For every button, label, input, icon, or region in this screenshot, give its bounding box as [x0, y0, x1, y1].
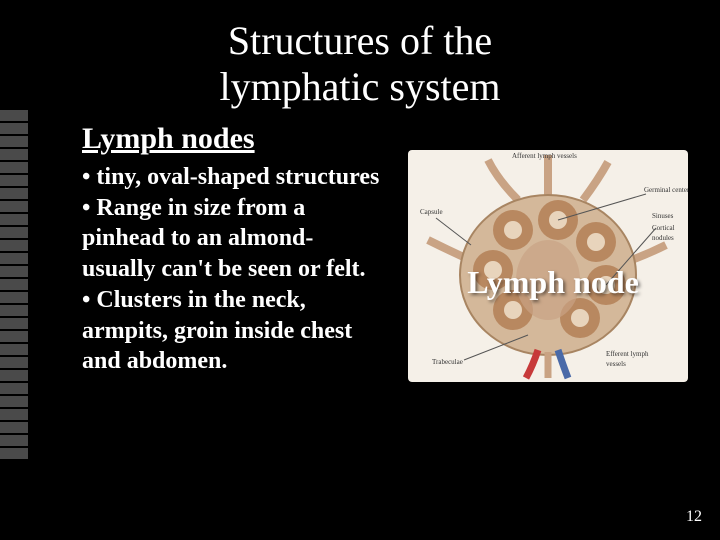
tick — [0, 110, 28, 121]
tick — [0, 188, 28, 199]
tick — [0, 318, 28, 329]
svg-text:Afferent lymph vessels: Afferent lymph vessels — [512, 152, 577, 160]
tick — [0, 162, 28, 173]
svg-text:Germinal center: Germinal center — [644, 186, 688, 194]
tick — [0, 305, 28, 316]
tick — [0, 409, 28, 420]
tick — [0, 201, 28, 212]
svg-text:Sinuses: Sinuses — [652, 212, 674, 220]
tick — [0, 175, 28, 186]
tick — [0, 266, 28, 277]
svg-text:Capsule: Capsule — [420, 208, 443, 216]
tick — [0, 149, 28, 160]
tick — [0, 214, 28, 225]
slide-subtitle: Lymph nodes — [82, 122, 255, 156]
svg-text:Trabeculae: Trabeculae — [432, 358, 463, 366]
svg-text:nodules: nodules — [652, 234, 674, 242]
tick — [0, 370, 28, 381]
tick — [0, 253, 28, 264]
title-line-1: Structures of the — [228, 18, 492, 63]
svg-text:Efferent lymph: Efferent lymph — [606, 350, 649, 358]
tick — [0, 422, 28, 433]
tick — [0, 435, 28, 446]
tick — [0, 136, 28, 147]
body-bullets: • tiny, oval-shaped structures• Range in… — [82, 162, 382, 377]
tick — [0, 448, 28, 459]
tick — [0, 331, 28, 342]
tick — [0, 344, 28, 355]
tick — [0, 227, 28, 238]
tick — [0, 240, 28, 251]
tick — [0, 279, 28, 290]
svg-text:Cortical: Cortical — [652, 224, 675, 232]
tick — [0, 292, 28, 303]
tick — [0, 396, 28, 407]
tick — [0, 357, 28, 368]
tick — [0, 383, 28, 394]
svg-text:vessels: vessels — [606, 360, 626, 368]
slide-title: Structures of the lymphatic system — [0, 18, 720, 110]
image-label: Lymph node — [408, 264, 698, 301]
title-line-2: lymphatic system — [219, 64, 500, 109]
tick — [0, 123, 28, 134]
side-decoration — [0, 110, 28, 459]
page-number: 12 — [686, 508, 702, 526]
